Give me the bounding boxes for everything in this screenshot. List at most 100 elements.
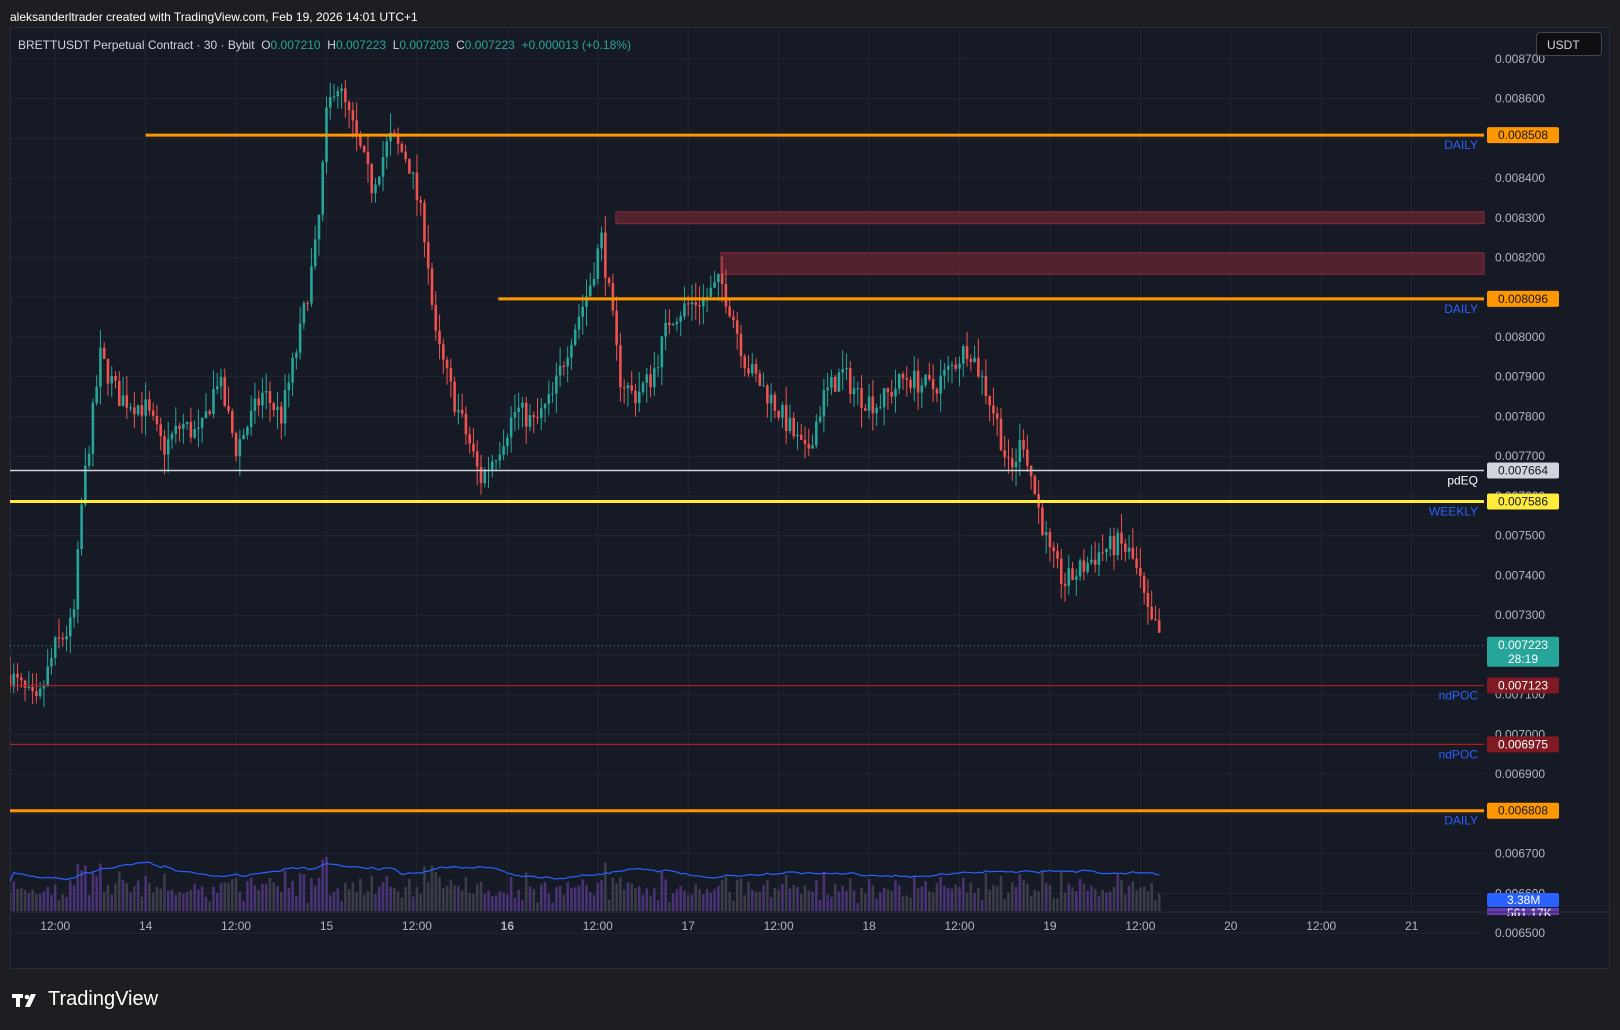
y-axis-tick: 0.007900 bbox=[1495, 370, 1545, 384]
candle-body bbox=[818, 416, 822, 422]
candle-body bbox=[641, 382, 645, 392]
volume-bar bbox=[411, 896, 415, 911]
x-axis-tick: 21 bbox=[1405, 919, 1419, 933]
candle-body bbox=[811, 445, 814, 449]
volume-bar bbox=[562, 894, 566, 911]
volume-bar bbox=[1071, 887, 1074, 911]
price-chart[interactable]: DAILY DAILY pdEQ WEEKLY ndPOC ndPOC DAILY 0.008… bbox=[10, 27, 1610, 969]
volume-bar bbox=[754, 891, 758, 911]
candle-body bbox=[999, 418, 1003, 451]
candle-body bbox=[442, 344, 445, 360]
volume-bar bbox=[50, 894, 53, 911]
volume-bar bbox=[53, 884, 57, 911]
candle-body bbox=[389, 132, 392, 142]
volume-bar bbox=[389, 886, 392, 911]
volume-bar bbox=[1086, 890, 1089, 911]
volume-bar bbox=[460, 890, 464, 911]
candle-body bbox=[151, 410, 155, 416]
candle-body bbox=[758, 373, 762, 386]
price-tag bbox=[1487, 290, 1559, 307]
low-value: 0.007203 bbox=[399, 38, 450, 52]
volume-bar bbox=[769, 897, 773, 911]
volume-bar bbox=[268, 877, 272, 911]
candle-body bbox=[249, 410, 253, 428]
price-tag-label: 0.008096 bbox=[1498, 292, 1548, 306]
candle-body bbox=[928, 374, 931, 380]
candle-body bbox=[777, 410, 780, 418]
candle-body bbox=[732, 316, 735, 321]
volume-bar bbox=[705, 889, 709, 911]
candle-body bbox=[822, 390, 826, 417]
candle-body bbox=[939, 375, 942, 394]
volume-bar bbox=[1037, 891, 1040, 911]
volume-bar bbox=[208, 901, 211, 911]
volume-bar bbox=[95, 876, 98, 911]
candle-body bbox=[826, 387, 829, 391]
volume-bar bbox=[396, 891, 400, 911]
volume-bar bbox=[1075, 891, 1078, 911]
candle-body bbox=[69, 617, 72, 637]
volume-bar bbox=[630, 883, 633, 911]
volume-bar bbox=[517, 889, 520, 911]
candle-body bbox=[38, 688, 42, 696]
volume-bar bbox=[1150, 883, 1153, 911]
volume-bar bbox=[125, 883, 129, 911]
candle-body bbox=[231, 411, 234, 434]
candle-body bbox=[1097, 552, 1101, 565]
candle-body bbox=[1071, 568, 1074, 580]
candle-body bbox=[404, 151, 407, 160]
candle-body bbox=[890, 392, 893, 397]
tradingview-logo: TradingView bbox=[12, 988, 158, 1011]
candle-body bbox=[558, 365, 562, 376]
volume-bar bbox=[686, 895, 690, 911]
candle-body bbox=[1018, 440, 1022, 462]
candle-body bbox=[626, 385, 630, 389]
volume-bar bbox=[197, 889, 200, 911]
volume-bar bbox=[792, 885, 796, 911]
candle-body bbox=[660, 336, 664, 368]
candle-body bbox=[1135, 558, 1138, 568]
volume-bar bbox=[140, 896, 144, 911]
symbol-legend[interactable]: BRETTUSDT Perpetual Contract · 30 · Bybi… bbox=[18, 38, 631, 52]
candle-body bbox=[792, 417, 796, 437]
volume-bar bbox=[1010, 882, 1014, 911]
candle-body bbox=[717, 273, 720, 282]
volume-bar bbox=[182, 893, 185, 911]
volume-bar bbox=[1112, 886, 1116, 911]
candle-body bbox=[400, 143, 404, 152]
candle-body bbox=[53, 637, 57, 658]
volume-bar bbox=[445, 886, 449, 911]
volume-bar bbox=[1056, 898, 1059, 911]
volume-bar bbox=[743, 895, 747, 911]
volume-bar bbox=[551, 902, 554, 911]
volume-bar bbox=[408, 879, 411, 911]
volume-bar bbox=[257, 889, 260, 911]
volume-bar bbox=[886, 889, 890, 911]
candle-body bbox=[491, 461, 494, 470]
candle-body bbox=[653, 368, 656, 388]
x-axis-tick: 20 bbox=[1224, 919, 1238, 933]
volume-bar bbox=[634, 888, 637, 911]
currency-button[interactable]: USDT bbox=[1536, 32, 1602, 56]
volume-bar bbox=[622, 889, 626, 911]
candle-body bbox=[845, 368, 848, 370]
volume-bar bbox=[238, 892, 242, 911]
level-text-daily: DAILY bbox=[1444, 138, 1478, 152]
y-axis-tick: 0.007300 bbox=[1495, 608, 1545, 622]
candle-body bbox=[76, 549, 80, 610]
candle-body bbox=[909, 379, 912, 389]
y-axis-tick: 0.008200 bbox=[1495, 251, 1545, 265]
candle-body bbox=[1120, 532, 1123, 544]
candle-body bbox=[102, 347, 106, 359]
volume-bar bbox=[924, 881, 927, 911]
candle-body bbox=[272, 403, 276, 410]
candle-body bbox=[204, 411, 208, 418]
candle-body bbox=[57, 637, 61, 639]
candle-body bbox=[359, 134, 362, 146]
candle-body bbox=[524, 402, 528, 427]
volume-bar bbox=[781, 884, 784, 911]
candle-body bbox=[713, 281, 716, 288]
candle-body bbox=[781, 405, 784, 418]
candle-body bbox=[735, 320, 739, 334]
candle-body bbox=[547, 394, 551, 404]
